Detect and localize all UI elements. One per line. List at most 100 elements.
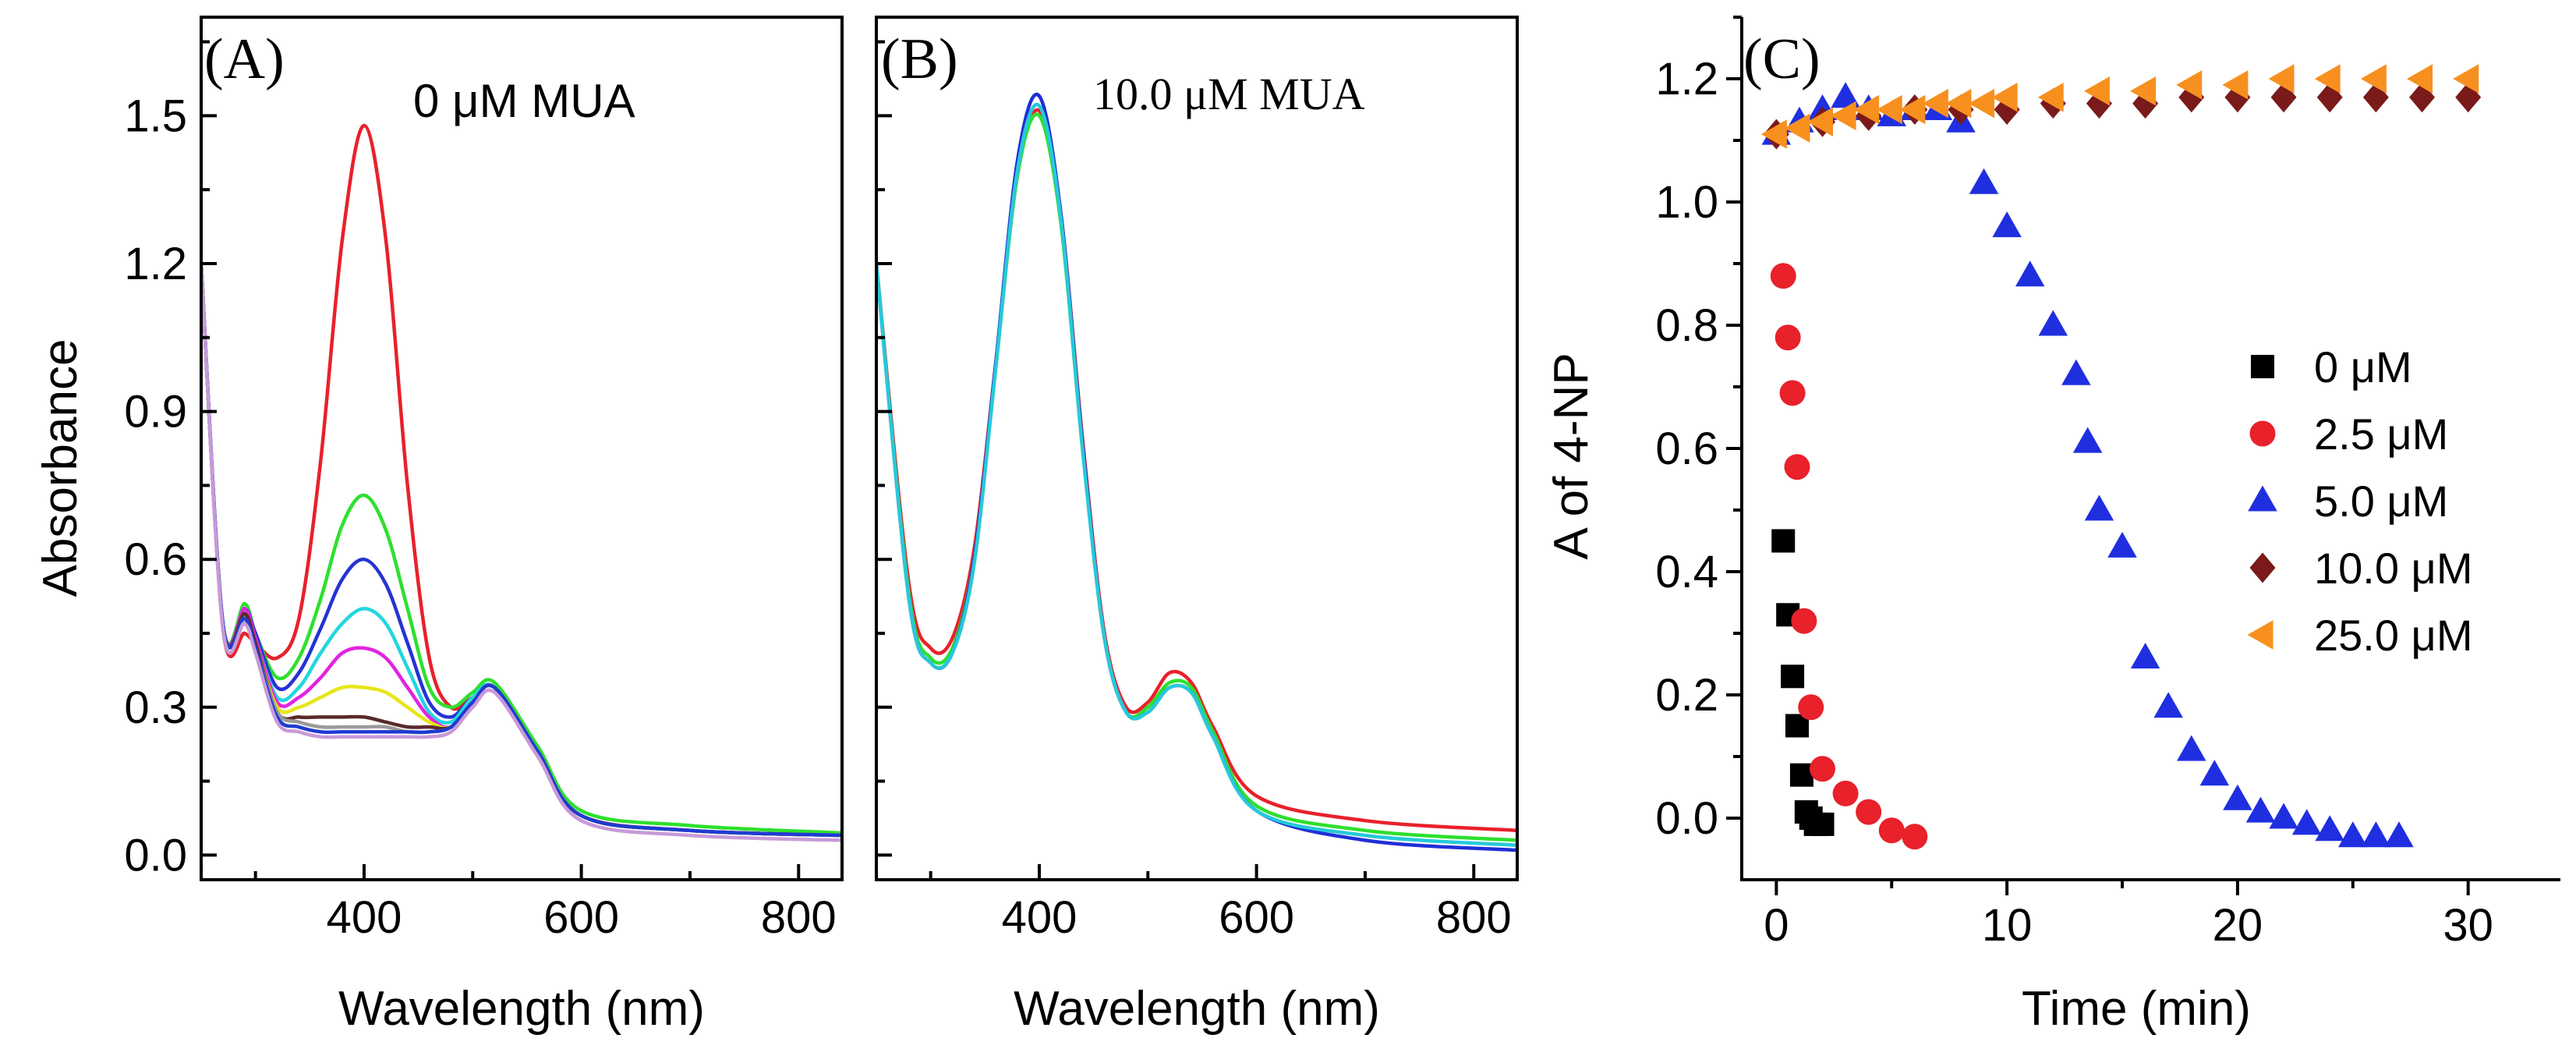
panel-c-point-triangle-up [2223,784,2252,810]
panel-a-ylabel: Absorbance [34,339,87,597]
panel-c-ytick-label: 1.2 [1655,54,1718,105]
panel-c-point-triangle-up [2361,821,2391,848]
panel-c-point-triangle-up [2084,494,2114,521]
panel-c-xtick-label: 10 [1982,900,2033,951]
panel-c-point-triangle-left [2222,70,2249,100]
panel-c-ytick-label: 0.0 [1655,793,1718,844]
panel-b: 400 600 800 (B) 10.0 μM MUA Wavelength (nm… [875,16,1519,1036]
panel-a-xtick-label: 600 [543,892,619,943]
legend-marker-circle [2249,420,2276,447]
panel-c-point-triangle-left [2130,76,2157,106]
panel-a-annotation: 0 μM MUA [413,75,635,127]
panel-c-point-triangle-left [2083,76,2110,106]
panel-c-point-diamond [2086,88,2112,119]
panel-c-point-triangle-up [2130,643,2160,669]
panel-a-frame [200,16,844,881]
panel-c-point-triangle-left [1922,88,1948,119]
panel-a-label: (A) [204,27,285,91]
panel-a-spectrum-t4 [201,263,842,838]
legend-marker-diamond [2249,552,2276,583]
panel-a-spectrum-t3 [201,263,842,838]
panel-c-point-circle [1770,263,1796,289]
panel-c-legend: 0 μM 2.5 μM 5.0 μM 10.0 μM 25.0 μM [2247,342,2472,660]
panel-c-point-triangle-left [1830,101,1856,131]
panel-c-point-triangle-left [2360,64,2387,94]
panel-c-point-triangle-up [2038,310,2068,336]
panel-c-point-triangle-left [1853,94,1880,125]
panel-c-point-triangle-up [2291,809,2322,835]
panel-c-point-triangle-up [1831,82,1860,108]
legend-label: 0 μM [2314,342,2412,392]
panel-c-xlabel: Time (min) [2022,982,2251,1036]
panel-c-point-triangle-left [1899,94,1926,125]
legend-label: 2.5 μM [2314,409,2448,459]
panel-c-point-triangle-up [2177,735,2206,761]
panel-b-label: (B) [881,27,958,91]
panel-c-point-circle [1856,799,1882,825]
panel-b-ticks: 400 600 800 [876,40,1512,943]
panel-b-spectrum-t3 [876,102,1517,848]
panel-c-point-triangle-left [2037,82,2064,112]
panel-c-xtick-label: 20 [2213,900,2263,951]
panel-a-curves [201,123,842,842]
panel-c-point-circle [1878,817,1905,844]
legend-marker-triangle-up [2248,485,2277,512]
panel-a-ytick-label: 1.2 [124,239,187,289]
panel-a-ytick-label: 0.6 [124,534,187,585]
panel-c-point-triangle-up [2061,359,2091,385]
panel-b-frame [875,16,1519,881]
panel-c-point-square [1771,529,1796,553]
panel-c-point-triangle-up [2153,692,2183,718]
panel-c-point-triangle-up [1969,168,1999,194]
panel-b-xtick-label: 600 [1219,892,1294,943]
panel-c-point-triangle-up [2015,260,2045,287]
panel-a-ytick-label: 0.9 [124,387,187,438]
panel-c-point-triangle-up [2384,821,2414,848]
panel-a: 400 600 800 0.0 0.3 0.6 0.9 1.2 1.5 (A) 0 μM MUA… [34,16,844,1036]
panel-a-ytick-label: 1.5 [124,90,187,141]
panel-c-point-circle [1779,380,1806,406]
panel-c-ticks: 0 10 20 30 0.0 0.2 0.4 0.6 0.8 1.0 1.2 [1655,16,2493,951]
panel-c-xtick-label: 0 [1764,900,1789,951]
panel-c-point-triangle-left [1760,119,1787,149]
panel-b-annotation: 10.0 μM MUA [1093,69,1365,119]
panel-c-points [1760,64,2482,850]
panel-a-ticks: 400 600 800 0.0 0.3 0.6 0.9 1.2 1.5 [124,40,837,943]
panel-b-curves [876,92,1517,852]
panel-c-ylabel: A of 4-NP [1545,353,1598,559]
panel-a-spectrum-t5 [201,263,842,838]
panel-b-xtick-label: 800 [1436,892,1512,943]
panel-c-point-circle [1798,694,1824,721]
panel-c-point-circle [1810,756,1836,782]
panel-c-point-triangle-left [2453,64,2479,94]
panel-c-point-triangle-left [1969,88,1995,119]
panel-c-point-triangle-up [2269,803,2298,829]
panel-c-ytick-label: 0.8 [1655,300,1718,351]
panel-c-point-diamond [2132,88,2159,119]
panel-c-point-circle [1784,454,1810,480]
panel-c-point-square [1810,812,1835,836]
panel-c-ytick-label: 1.0 [1655,177,1718,228]
legend-label: 25.0 μM [2314,611,2472,660]
panel-c-point-triangle-up [1992,211,2022,238]
panel-c-point-triangle-left [2314,64,2341,94]
panel-c-ytick-label: 0.4 [1655,547,1718,597]
panel-b-xtick-label: 400 [1002,892,1077,943]
panel-c: 0 10 20 30 0.0 0.2 0.4 0.6 0.8 1.0 1.2 (C) Time (m… [1545,16,2560,1036]
panel-c-ytick-label: 0.6 [1655,423,1718,474]
panel-c-point-triangle-left [1945,88,1972,119]
panel-c-point-square [1789,763,1813,787]
panel-c-point-triangle-left [2176,70,2203,100]
panel-c-label: (C) [1743,27,1821,91]
panel-a-spectrum-t6 [201,263,842,838]
panel-a-xtick-label: 400 [327,892,402,943]
panel-a-spectrum-t9 [201,263,842,842]
panel-c-point-circle [1902,824,1928,850]
panel-c-point-triangle-up [2245,796,2276,823]
panel-b-spectrum-t2 [876,92,1517,852]
panel-c-ytick-label: 0.2 [1655,670,1718,721]
panel-c-point-triangle-up [2072,427,2103,453]
panel-b-spectrum-t1 [876,112,1517,842]
panel-c-point-circle [1775,324,1801,351]
